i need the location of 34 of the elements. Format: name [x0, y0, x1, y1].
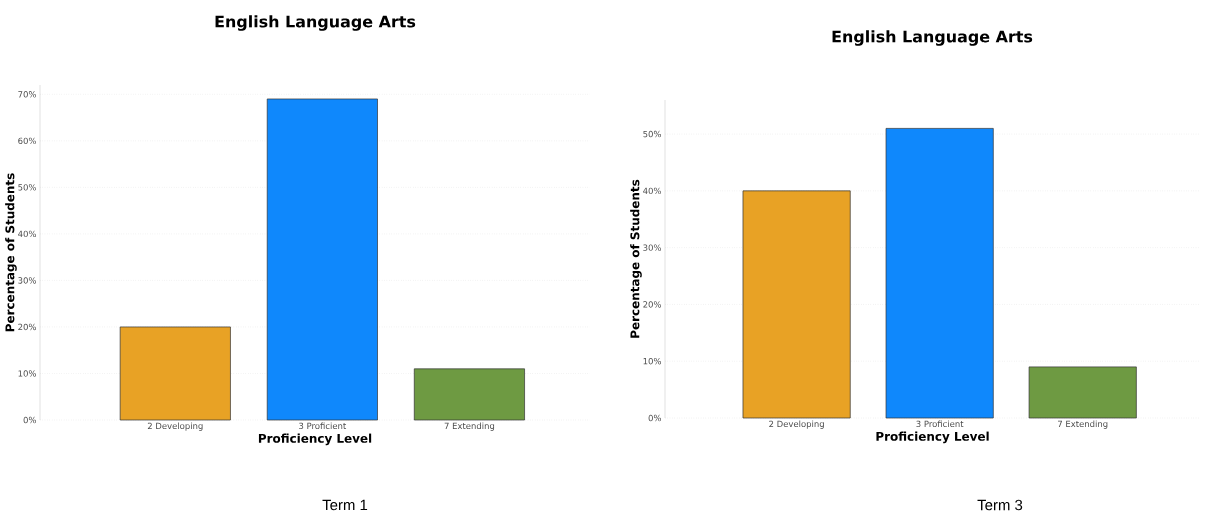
y-tick-label: 10% — [18, 370, 37, 377]
y-tick-label: 30% — [18, 277, 37, 284]
bar — [742, 190, 851, 419]
y-tick-label: 10% — [643, 358, 662, 365]
bar — [119, 326, 231, 421]
x-axis-title: Proficiency Level — [258, 433, 372, 446]
y-tick-label: 40% — [18, 230, 37, 238]
y-tick-label: 40% — [643, 187, 662, 195]
y-tick-label: 30% — [643, 244, 662, 251]
bar — [885, 128, 994, 419]
y-tick-label: 0% — [648, 414, 662, 422]
text: Term 3 — [977, 499, 1023, 511]
y-axis-title: Percentage of Students — [5, 173, 17, 332]
chart-title: English Language Arts — [832, 30, 1033, 46]
y-tick-label: 0% — [23, 416, 37, 424]
bar — [1028, 366, 1137, 419]
x-tick-label: 3 Proficient — [299, 422, 347, 430]
x-tick-label: 7 Extending — [444, 422, 495, 431]
y-tick-label: 20% — [643, 301, 662, 308]
y-tick-label: 50% — [643, 130, 662, 138]
y-tick-label: 50% — [18, 184, 37, 191]
x-tick-label: 2 Developing — [147, 422, 203, 431]
chart-title: English Language Arts — [215, 15, 416, 31]
y-tick-label: 60% — [18, 137, 37, 145]
text: Term 1 — [322, 499, 368, 511]
x-tick-label: 2 Developing — [769, 420, 824, 429]
y-tick-label: 20% — [18, 323, 37, 331]
x-axis-title: Proficiency Level — [876, 431, 989, 444]
y-tick-label: 70% — [18, 91, 37, 98]
bar — [266, 98, 378, 421]
bar — [413, 368, 525, 421]
x-tick-label: 3 Proficient — [916, 420, 964, 428]
y-axis-title: Percentage of Students — [630, 179, 642, 338]
x-tick-label: 7 Extending — [1058, 420, 1108, 429]
